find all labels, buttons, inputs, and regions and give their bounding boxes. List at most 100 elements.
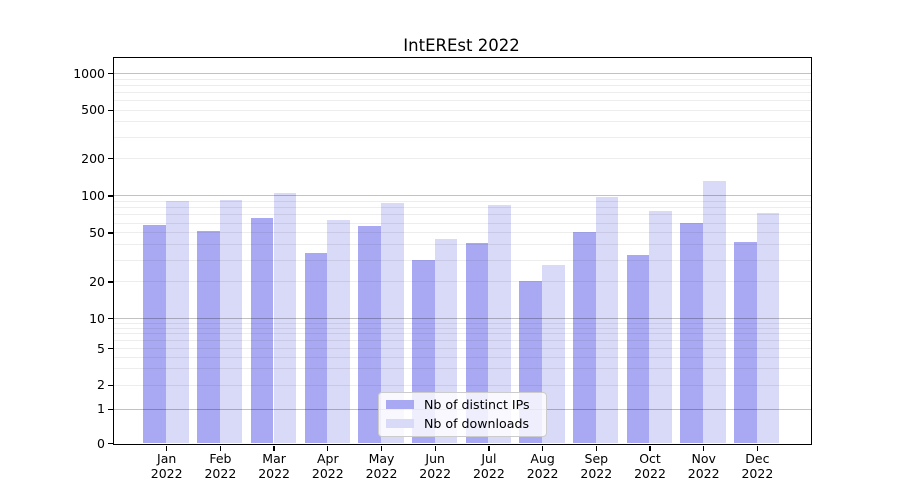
gridline-minor	[114, 322, 811, 324]
gridline-major	[114, 318, 811, 319]
gridline-minor	[114, 384, 811, 386]
bar-downloads	[595, 197, 619, 443]
gridline-minor	[114, 222, 811, 224]
y-tick-mark	[108, 408, 114, 410]
bar-distinct-ips	[304, 253, 328, 443]
x-tick-year: 2022	[526, 465, 559, 481]
y-tick-label: 10	[89, 310, 105, 326]
gridline-minor	[114, 91, 811, 93]
x-tick-label: Sep 2022	[564, 451, 628, 481]
x-tick-year: 2022	[687, 465, 720, 481]
y-tick-label: 2	[97, 377, 105, 393]
x-tick-month: Jun	[425, 450, 445, 466]
bar-distinct-ips	[680, 222, 704, 443]
gridline-minor	[114, 327, 811, 329]
x-tick-mark	[219, 446, 222, 451]
x-tick-label: Aug 2022	[511, 451, 575, 481]
bar-downloads	[756, 212, 780, 443]
x-tick-label: May 2022	[350, 451, 414, 481]
bar-downloads	[703, 181, 726, 443]
y-tick-mark	[108, 109, 114, 111]
x-tick-label: Oct 2022	[618, 451, 682, 481]
legend-swatch-downloads-icon	[386, 419, 414, 428]
x-tick-month: Oct	[639, 450, 661, 466]
x-tick-label: Jan 2022	[135, 451, 199, 481]
gridline-minor	[114, 214, 811, 216]
gridline-minor	[114, 348, 811, 349]
plot-area	[113, 57, 812, 445]
y-tick-mark	[108, 317, 114, 320]
x-tick-mark	[756, 446, 759, 451]
y-tick-mark	[108, 157, 114, 160]
x-tick-year: 2022	[580, 465, 613, 481]
x-tick-label: Jun 2022	[403, 451, 467, 481]
x-tick-month: Mar	[262, 450, 286, 466]
x-tick-month: Jan	[157, 450, 177, 466]
x-tick-mark	[595, 446, 597, 451]
x-tick-mark	[273, 446, 275, 451]
x-tick-label: Feb 2022	[188, 451, 252, 481]
gridline-minor	[114, 368, 811, 370]
x-tick-mark	[434, 446, 436, 451]
gridline-minor	[114, 78, 811, 80]
gridline-minor	[114, 244, 811, 246]
y-tick-label: 5	[97, 340, 105, 356]
bar-distinct-ips	[734, 241, 757, 443]
gridline-minor	[114, 259, 811, 261]
x-tick-mark	[649, 446, 651, 451]
x-tick-year: 2022	[365, 465, 398, 481]
bar-downloads	[649, 211, 673, 443]
legend: Nb of distinct IPs Nb of downloads	[378, 391, 547, 437]
bar-distinct-ips	[197, 231, 220, 443]
gridline-minor	[114, 136, 811, 138]
legend-label: Nb of downloads	[424, 416, 530, 431]
bar-downloads	[219, 199, 243, 443]
x-tick-year: 2022	[741, 465, 774, 481]
x-tick-month: Dec	[745, 450, 770, 466]
x-tick-mark	[166, 446, 168, 451]
gridline-minor	[114, 340, 811, 342]
x-tick-mark	[327, 446, 329, 451]
x-tick-mark	[488, 446, 490, 451]
bar-downloads	[273, 192, 297, 443]
x-tick-label: Nov 2022	[672, 451, 736, 481]
x-tick-month: Sep	[584, 450, 609, 466]
bar-downloads	[542, 265, 565, 443]
gridline-minor	[114, 100, 811, 102]
bar-distinct-ips	[250, 217, 274, 443]
x-tick-mark	[703, 446, 705, 451]
x-tick-year: 2022	[311, 465, 344, 481]
y-tick-label: 200	[81, 150, 105, 166]
y-tick-mark	[108, 195, 114, 197]
legend-swatch-distinct-ips-icon	[386, 400, 414, 409]
gridline-minor	[114, 333, 811, 335]
gridline-minor	[114, 109, 811, 111]
gridline-minor	[114, 201, 811, 203]
y-tick-mark	[108, 347, 114, 350]
bar-downloads	[166, 201, 189, 443]
y-tick-mark	[108, 72, 114, 75]
legend-item-downloads: Nb of downloads	[386, 414, 546, 433]
x-tick-month: Apr	[316, 450, 339, 466]
bar-distinct-ips	[358, 226, 381, 443]
gridline-minor	[114, 84, 811, 86]
bar-downloads	[380, 202, 404, 443]
x-tick-year: 2022	[419, 465, 452, 481]
y-tick-mark	[108, 281, 114, 283]
bar-downloads	[327, 220, 350, 443]
legend-item-distinct-ips: Nb of distinct IPs	[386, 395, 546, 414]
y-tick-mark	[108, 232, 114, 234]
x-tick-month: Nov	[691, 450, 716, 466]
y-tick-label: 500	[81, 102, 105, 118]
x-tick-month: May	[368, 450, 395, 466]
y-tick-label: 50	[89, 225, 105, 240]
gridline-minor	[114, 158, 811, 159]
gridline-minor	[114, 121, 811, 123]
gridline-major	[114, 73, 811, 74]
x-tick-year: 2022	[258, 465, 290, 481]
x-tick-label: Dec 2022	[725, 451, 789, 481]
gridline-minor	[114, 281, 811, 283]
x-tick-year: 2022	[634, 465, 666, 481]
gridline-major	[114, 195, 811, 197]
gridline-minor	[114, 232, 811, 234]
